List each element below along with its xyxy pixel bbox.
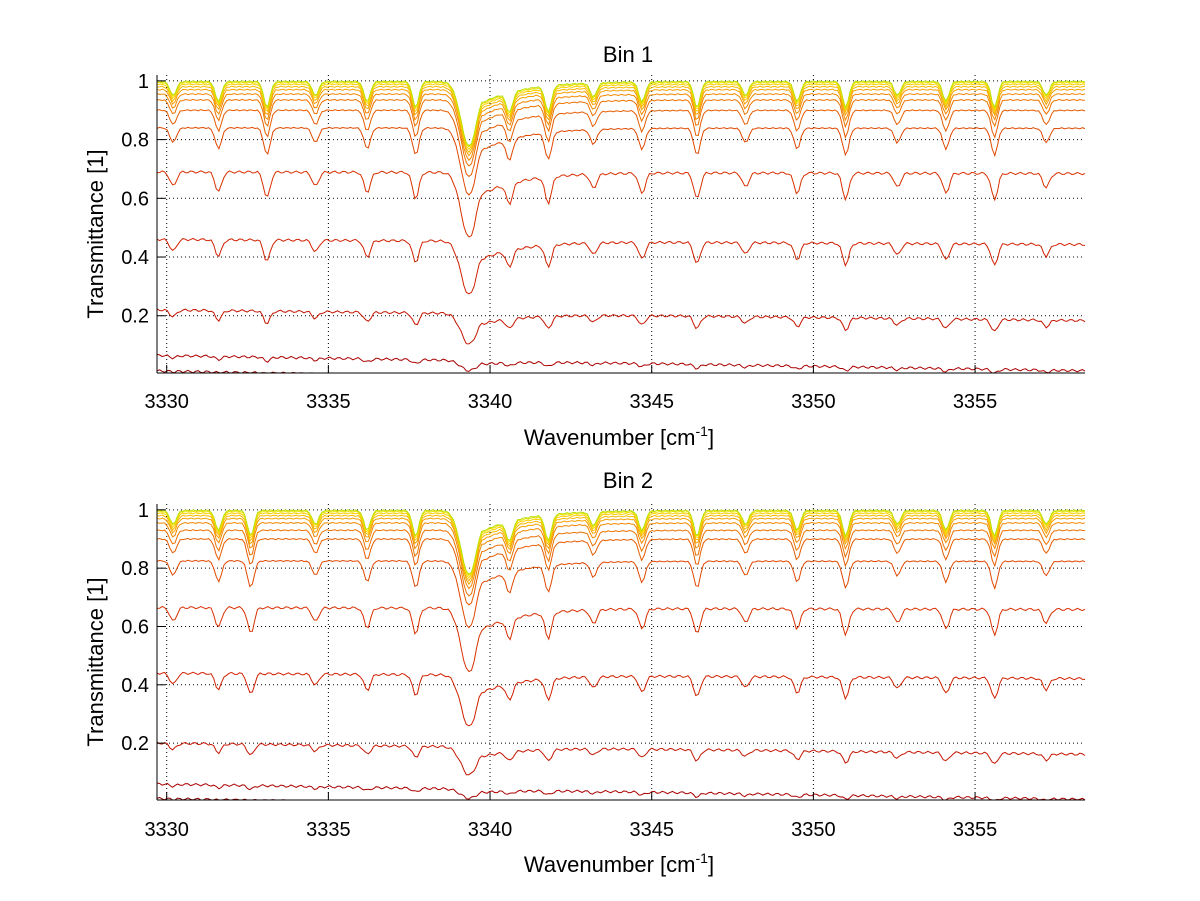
x-tick-label: 3345	[629, 391, 674, 413]
y-tick-label: 0.6	[121, 188, 149, 210]
series-line	[156, 126, 1086, 196]
y-tick-label: 0.8	[121, 130, 149, 152]
series-line	[156, 109, 1086, 178]
series-line	[156, 741, 1086, 776]
x-axis-label: Wavenumber [cm-1]	[524, 850, 714, 877]
x-tick-label: 3330	[144, 391, 189, 413]
series-line	[156, 83, 1086, 150]
series-line	[156, 170, 1086, 238]
series-group	[156, 80, 1086, 374]
x-tick-label: 3335	[306, 391, 351, 413]
chart-title: Bin 2	[603, 468, 653, 493]
series-line	[157, 509, 1086, 575]
plot-area	[157, 504, 1085, 800]
series-line	[156, 605, 1086, 673]
x-axis-label-sup: -1	[696, 850, 709, 866]
y-tick-label: 0.4	[121, 675, 149, 697]
y-tick-label: 0.2	[121, 733, 149, 755]
y-tick-label: 1	[138, 71, 149, 93]
x-tick-label: 3350	[791, 391, 836, 413]
x-tick-label: 3340	[468, 391, 513, 413]
x-axis-label-text: Wavenumber [cm	[524, 425, 696, 450]
series-line	[156, 92, 1086, 162]
y-tick-label: 0.4	[121, 247, 149, 269]
series-line	[156, 81, 1086, 148]
x-tick-label: 3345	[629, 819, 674, 841]
x-tick-label: 3350	[791, 819, 836, 841]
grid	[157, 504, 1085, 800]
y-tick-label: 0.8	[121, 558, 149, 580]
y-axis-label: Transmittance [1]	[83, 149, 108, 318]
series-line	[156, 353, 1086, 374]
series-line	[156, 529, 1086, 597]
chart-panel-1: Bin 1 3330 3335 3340 3345 3350 3355 0.2 0.4 0.6 0.…	[83, 42, 1086, 450]
y-axis-label: Transmittance [1]	[83, 577, 108, 746]
series-line	[156, 521, 1086, 590]
series-group	[156, 509, 1086, 801]
x-tick-label: 3355	[953, 391, 998, 413]
x-axis-label-text: Wavenumber [cm	[524, 852, 696, 877]
series-line	[156, 517, 1086, 586]
x-tick-label: 3355	[953, 819, 998, 841]
x-tick-label: 3335	[306, 819, 351, 841]
series-line	[156, 514, 1086, 582]
x-axis-label-sup: -1	[696, 423, 709, 439]
x-tick-label: 3340	[468, 819, 513, 841]
series-line	[156, 88, 1086, 157]
series-line	[156, 237, 1086, 295]
chart-title: Bin 1	[603, 42, 653, 67]
y-tick-label: 0.6	[121, 616, 149, 638]
series-line	[157, 80, 1086, 147]
series-line	[156, 559, 1086, 629]
y-tick-label: 1	[138, 500, 149, 522]
x-tick-label: 3330	[144, 819, 189, 841]
series-line	[156, 782, 1086, 801]
series-line	[156, 512, 1086, 579]
series-line	[156, 98, 1086, 167]
chart-panel-2: Bin 2 3330 3335 3340 3345 3350 3355 0.2 0.4 0.6 0.…	[83, 468, 1086, 877]
series-line	[156, 671, 1085, 727]
x-axis-label-end: ]	[708, 425, 714, 450]
series-line	[156, 537, 1086, 606]
y-tick-label: 0.2	[121, 306, 149, 328]
series-line	[156, 510, 1086, 577]
series-line	[156, 308, 1086, 345]
x-axis-label-end: ]	[708, 852, 714, 877]
x-axis-label: Wavenumber [cm-1]	[524, 423, 714, 450]
series-line	[156, 85, 1086, 154]
